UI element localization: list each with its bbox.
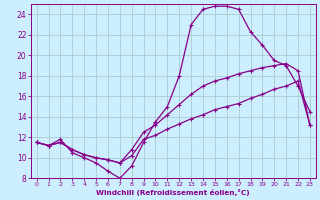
- X-axis label: Windchill (Refroidissement éolien,°C): Windchill (Refroidissement éolien,°C): [97, 189, 250, 196]
